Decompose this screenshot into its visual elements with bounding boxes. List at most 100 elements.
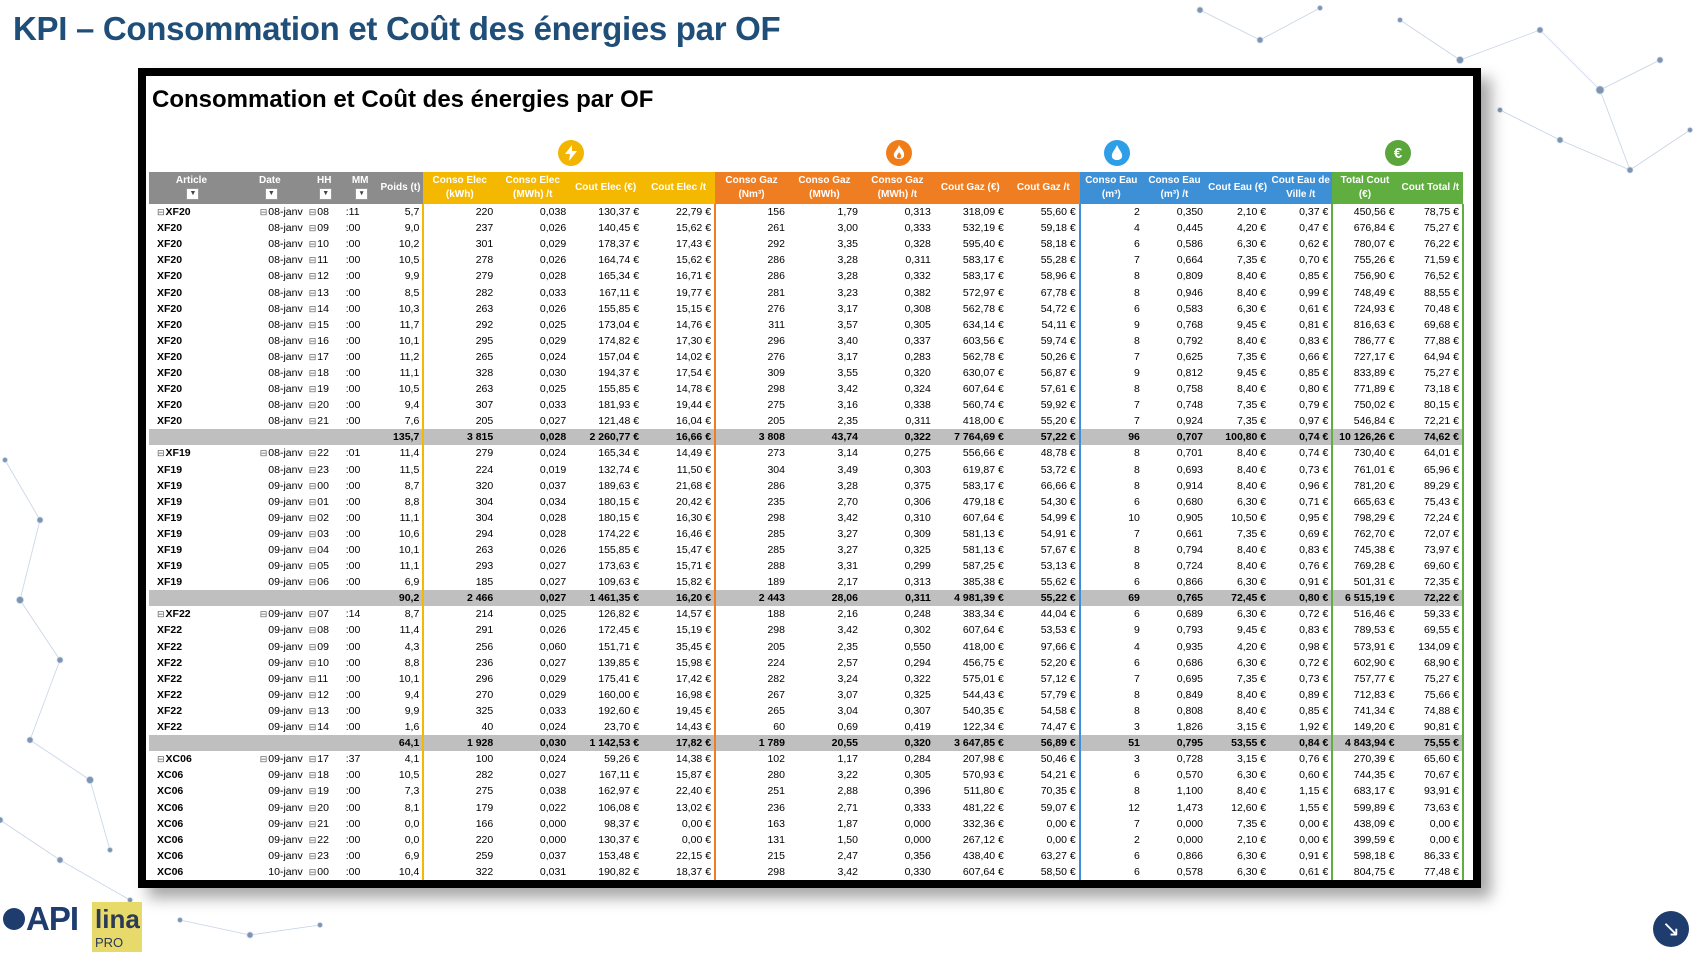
cell-cout-gaz[interactable]: 630,07 € — [962, 366, 1004, 379]
cell-conso-elec-mwh-t[interactable]: 0,019 — [539, 463, 567, 476]
cell-cout-elec-t[interactable]: 15,15 € — [676, 302, 712, 315]
cell-cout-elec-t[interactable]: 16,98 € — [676, 688, 712, 701]
cell-conso-gaz-mwh-t[interactable]: 0,311 — [860, 590, 934, 607]
header-article[interactable]: Article ▼ — [149, 172, 234, 204]
subtotal-row[interactable]: 64,1 1 928 0,030 1 142,53 €17,82 €1 789 20,5… — [149, 735, 1465, 752]
cell-conso-eau-m3[interactable]: 7 — [1078, 670, 1143, 687]
cell-conso-elec-kwh[interactable]: 275 — [422, 783, 497, 800]
cell-cout-elec[interactable]: 180,15 € — [598, 495, 640, 508]
cell-cout-total-t[interactable]: 72,21 € — [1397, 413, 1465, 430]
cell-cout-gaz[interactable]: 619,87 € — [962, 463, 1004, 476]
cell-conso-gaz-mwh[interactable]: 0,69 — [837, 721, 858, 734]
cell-conso-elec-kwh[interactable]: 322 — [422, 863, 497, 880]
cell-date[interactable]: 08-janv — [268, 415, 303, 428]
cell-conso-eau-m3-t[interactable]: 0,701 — [1176, 447, 1204, 460]
cell-conso-eau-m3-t[interactable]: 0,680 — [1176, 495, 1204, 508]
cell-mm[interactable]: :00 — [345, 254, 361, 267]
cell-cout-eau[interactable]: 72,45 € — [1206, 590, 1270, 607]
cell-conso-gaz-mwh[interactable]: 1,17 — [837, 753, 858, 766]
cell-article[interactable]: XF20 — [157, 222, 183, 235]
cell-conso-gaz-nm3[interactable]: 298 — [714, 622, 788, 639]
cell-date[interactable]: 09-janv — [268, 527, 303, 540]
cell-cout-elec[interactable]: 1 461,35 € — [569, 590, 643, 607]
cell-cout-eau-ville-t[interactable]: 0,37 € — [1299, 206, 1329, 219]
cell-conso-gaz-mwh-t[interactable]: 0,313 — [904, 576, 931, 589]
cell-conso-gaz-mwh[interactable]: 3,40 — [837, 334, 858, 347]
cell-conso-gaz-mwh-t[interactable]: 0,325 — [904, 544, 931, 557]
cell-conso-eau-m3[interactable]: 8 — [1078, 332, 1143, 349]
cell-cout-eau-ville-t[interactable]: 0,85 € — [1299, 704, 1329, 717]
cell-cout-elec-t[interactable]: 35,45 € — [676, 640, 712, 653]
cell-conso-gaz-nm3[interactable]: 276 — [714, 300, 788, 317]
cell-total-cout[interactable]: 665,63 € — [1331, 493, 1398, 510]
cell-cout-gaz[interactable]: 540,35 € — [962, 704, 1004, 717]
cell-cout-gaz[interactable]: 511,80 € — [963, 785, 1004, 798]
cell-conso-eau-m3[interactable]: 8 — [1078, 381, 1143, 398]
cell-article[interactable]: XF22 — [157, 721, 183, 734]
cell-conso-eau-m3[interactable]: 4 — [1078, 220, 1143, 237]
cell-mm[interactable]: :00 — [345, 222, 361, 235]
cell-poids[interactable]: 0,0 — [404, 817, 420, 830]
cell-cout-eau[interactable]: 6,30 € — [1236, 495, 1267, 508]
cell-date[interactable] — [233, 429, 306, 446]
cell-date[interactable]: 08-janv — [268, 399, 303, 412]
cell-date[interactable]: 09-janv — [268, 704, 303, 717]
cell-total-cout[interactable]: 750,02 € — [1331, 397, 1398, 414]
cell-article[interactable]: XF19 — [157, 479, 183, 492]
cell-conso-gaz-mwh-t[interactable]: 0,322 — [904, 672, 931, 685]
cell-poids[interactable]: 11,1 — [399, 511, 420, 524]
cell-total-cout[interactable]: 789,53 € — [1331, 622, 1398, 639]
cell-article[interactable]: XF20 — [157, 318, 183, 331]
cell-cout-total-t[interactable]: 75,27 € — [1397, 670, 1465, 687]
cell-conso-elec-mwh-t[interactable]: 0,027 — [496, 590, 570, 607]
cell-hh[interactable]: 21 — [306, 816, 343, 832]
cell-total-cout[interactable]: 762,70 € — [1331, 525, 1398, 542]
cell-poids[interactable]: 8,8 — [404, 656, 420, 669]
cell-conso-elec-kwh[interactable]: 304 — [422, 509, 497, 526]
cell-cout-eau-ville-t[interactable]: 0,84 € — [1269, 735, 1333, 752]
cell-hh[interactable]: 02 — [306, 510, 343, 526]
cell-total-cout[interactable]: 501,31 € — [1331, 574, 1398, 591]
cell-mm[interactable]: :00 — [345, 672, 361, 685]
cell-cout-gaz[interactable]: 634,14 € — [962, 318, 1004, 331]
cell-conso-eau-m3[interactable]: 9 — [1078, 364, 1143, 382]
cell-conso-elec-kwh[interactable]: 278 — [422, 252, 497, 269]
cell-conso-elec-kwh[interactable]: 301 — [422, 236, 497, 253]
cell-article[interactable]: XF19 — [157, 527, 183, 540]
cell-date[interactable]: 09-janv — [268, 688, 303, 701]
cell-article[interactable]: XF20 — [157, 334, 183, 347]
cell-conso-gaz-mwh-t[interactable]: 0,299 — [904, 560, 931, 573]
cell-conso-elec-mwh-t[interactable]: 0,033 — [539, 286, 567, 299]
cell-hh[interactable]: 11 — [306, 252, 343, 268]
cell-cout-elec[interactable]: 167,11 € — [599, 769, 640, 782]
cell-conso-elec-mwh-t[interactable]: 0,024 — [539, 721, 567, 734]
cell-mm[interactable]: :00 — [345, 511, 361, 524]
cell-conso-eau-m3-t[interactable]: 0,695 — [1176, 672, 1204, 685]
cell-cout-eau[interactable]: 53,55 € — [1206, 735, 1270, 752]
cell-conso-gaz-mwh-t[interactable]: 0,000 — [904, 817, 931, 830]
cell-cout-eau[interactable]: 4,20 € — [1236, 640, 1267, 653]
cell-conso-elec-mwh-t[interactable]: 0,026 — [539, 254, 567, 267]
cell-mm[interactable]: :00 — [345, 785, 361, 798]
cell-cout-eau-ville-t[interactable]: 0,74 € — [1299, 447, 1329, 460]
cell-cout-total-t[interactable]: 75,27 € — [1397, 364, 1465, 382]
cell-conso-eau-m3-t[interactable]: 0,849 — [1176, 688, 1204, 701]
cell-cout-eau-ville-t[interactable]: 0,79 € — [1299, 399, 1329, 412]
cell-cout-gaz[interactable]: 7 764,69 € — [933, 429, 1007, 446]
cell-conso-elec-mwh-t[interactable]: 0,060 — [539, 640, 567, 653]
cell-total-cout[interactable]: 798,29 € — [1331, 509, 1398, 526]
cell-conso-elec-kwh[interactable]: 263 — [422, 541, 497, 559]
cell-cout-gaz-t[interactable]: 0,00 € — [1046, 833, 1076, 846]
cell-cout-elec[interactable]: 130,37 € — [598, 833, 640, 846]
cell-cout-eau-ville-t[interactable]: 0,98 € — [1299, 640, 1329, 653]
cell-conso-gaz-nm3[interactable]: 261 — [714, 220, 788, 237]
cell-hh[interactable]: 03 — [306, 526, 343, 542]
cell-conso-eau-m3-t[interactable]: 0,914 — [1176, 479, 1204, 492]
cell-cout-gaz-t[interactable]: 63,27 € — [1040, 849, 1076, 862]
cell-mm[interactable]: :00 — [345, 576, 361, 589]
cell-cout-gaz[interactable]: 122,34 € — [962, 721, 1004, 734]
cell-article[interactable]: XF19 — [157, 544, 183, 557]
